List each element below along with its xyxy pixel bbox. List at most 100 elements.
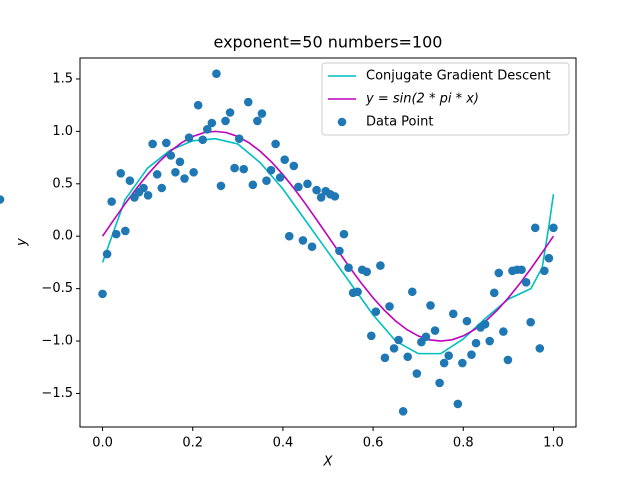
data-point xyxy=(530,223,540,233)
x-tick-label: 0.8 xyxy=(453,436,474,451)
data-point xyxy=(535,344,545,353)
data-point xyxy=(202,124,212,134)
plot-area xyxy=(0,69,558,416)
data-point xyxy=(125,176,135,185)
data-point xyxy=(499,327,508,336)
legend-label: Data Point xyxy=(366,115,433,130)
data-point xyxy=(180,174,189,183)
data-point xyxy=(517,265,526,275)
x-tick-label: 0.2 xyxy=(182,436,203,451)
data-point xyxy=(243,97,253,107)
data-point xyxy=(266,165,276,175)
data-point xyxy=(407,287,417,297)
data-point xyxy=(303,179,312,189)
y-tick-label: 0.5 xyxy=(52,176,73,191)
legend-label: Conjugate Gradient Descent xyxy=(366,69,551,84)
data-point xyxy=(435,378,444,388)
y-tick-label: −1.0 xyxy=(41,334,73,349)
data-point xyxy=(494,268,504,278)
data-point xyxy=(171,167,180,177)
data-point xyxy=(184,133,194,142)
x-tick-label: 0.6 xyxy=(363,436,384,451)
data-point xyxy=(239,164,249,174)
data-point xyxy=(403,352,413,362)
data-point xyxy=(230,163,239,173)
data-point xyxy=(335,246,344,256)
data-point xyxy=(412,369,422,378)
y-tick-label: 1.0 xyxy=(52,124,73,139)
data-point xyxy=(316,193,326,202)
line-series xyxy=(101,137,555,355)
data-point xyxy=(366,331,376,341)
data-point xyxy=(540,266,549,276)
data-point xyxy=(421,332,431,342)
data-point xyxy=(521,278,531,287)
data-point xyxy=(380,353,390,363)
data-point xyxy=(549,223,558,233)
x-tick-label: 0.4 xyxy=(273,436,294,451)
data-point xyxy=(107,197,116,206)
data-point xyxy=(294,182,303,192)
y-axis-label: y xyxy=(15,238,30,247)
data-point xyxy=(330,192,340,201)
data-point xyxy=(162,138,171,148)
data-point xyxy=(467,350,476,359)
chart-title: exponent=50 numbers=100 xyxy=(214,33,443,52)
data-point xyxy=(121,226,130,236)
data-point xyxy=(198,135,208,145)
y-tick-label: −1.5 xyxy=(41,386,73,401)
data-point xyxy=(448,309,458,319)
data-point xyxy=(116,169,126,178)
data-point xyxy=(489,288,499,298)
legend-label: y = sin(2 * pi * x) xyxy=(365,92,479,107)
x-tick-label: 1.0 xyxy=(543,436,564,451)
data-point xyxy=(212,69,221,79)
data-point xyxy=(262,176,271,185)
data-point xyxy=(503,355,513,365)
data-point xyxy=(175,157,185,167)
data-point xyxy=(307,242,317,251)
data-point xyxy=(353,287,362,297)
data-point xyxy=(426,301,435,310)
legend-box xyxy=(321,62,570,136)
legend-swatch xyxy=(337,117,347,127)
y-tick-label: 1.5 xyxy=(52,71,73,86)
data-point xyxy=(339,229,349,239)
data-point xyxy=(148,139,157,149)
data-point xyxy=(371,307,381,316)
data-point xyxy=(271,139,280,149)
data-point xyxy=(248,180,258,190)
data-point xyxy=(0,195,5,204)
data-point xyxy=(439,358,449,368)
data-point xyxy=(385,302,394,311)
data-point xyxy=(139,183,148,193)
data-point xyxy=(207,118,217,128)
data-point xyxy=(444,351,454,361)
data-point xyxy=(221,116,230,126)
data-point xyxy=(289,161,299,171)
data-point xyxy=(480,319,490,329)
data-point xyxy=(471,338,481,348)
data-point xyxy=(275,173,285,182)
data-point xyxy=(458,358,467,368)
data-point xyxy=(193,100,203,110)
data-point xyxy=(280,155,290,164)
data-point xyxy=(462,316,472,326)
data-point xyxy=(430,326,440,335)
data-point xyxy=(102,249,112,259)
y-tick-label: −0.5 xyxy=(41,281,73,296)
data-point xyxy=(526,317,535,327)
data-point xyxy=(143,191,153,200)
data-point xyxy=(234,134,244,144)
data-point xyxy=(312,185,321,195)
data-point xyxy=(216,181,226,191)
x-axis-label: X xyxy=(323,455,334,470)
x-tick-label: 0.0 xyxy=(92,436,113,451)
data-point xyxy=(544,253,554,263)
data-point xyxy=(284,231,294,241)
data-point xyxy=(257,109,267,118)
data-point xyxy=(344,263,353,272)
data-point xyxy=(152,170,162,179)
data-point xyxy=(394,335,403,345)
